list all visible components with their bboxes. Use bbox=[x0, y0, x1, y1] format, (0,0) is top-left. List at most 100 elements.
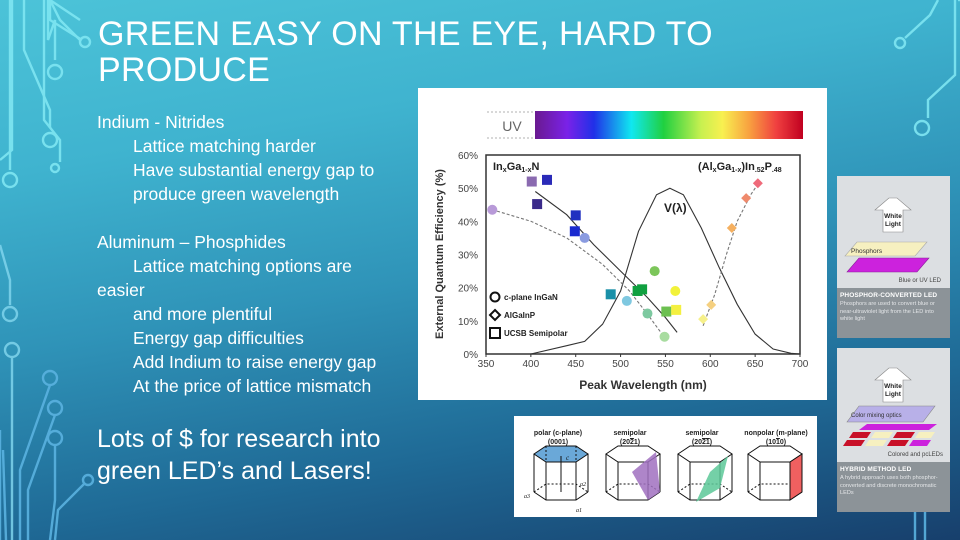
x-tick-label: 450 bbox=[567, 359, 584, 370]
legend-label: AlGaInP bbox=[504, 311, 536, 320]
ingan-label: InxGa1-xN bbox=[493, 161, 540, 174]
data-point-circle bbox=[659, 331, 670, 342]
card-description: Phosphors are used to convert blue or ne… bbox=[840, 301, 935, 322]
plane-label-nonpolar: nonpolar (m-plane) (1010) bbox=[744, 430, 808, 446]
bullet-item: Energy gap difficulties bbox=[133, 328, 304, 348]
data-point-square bbox=[532, 199, 543, 210]
v-lambda-label: V(λ) bbox=[664, 201, 687, 215]
data-point-square bbox=[671, 304, 682, 315]
svg-text:Light: Light bbox=[885, 391, 902, 398]
bullet-item: Lattice matching options are bbox=[133, 256, 352, 276]
chart-axes: 350 400 450 500 550 600 650 700 0% 10% 20% 30% 40% 50… bbox=[458, 151, 809, 370]
section-heading-aluminum-phosphides: Aluminum – Phosphides bbox=[97, 232, 286, 252]
svg-text:White: White bbox=[884, 383, 902, 390]
hybrid-led-diagram: White Light Color mixing optics Colored … bbox=[843, 367, 943, 458]
data-point-circle bbox=[649, 266, 660, 277]
callout-text: Lots of $ for research into green LED’s … bbox=[97, 423, 427, 487]
trend-curve bbox=[530, 187, 801, 355]
x-tick-label: 400 bbox=[523, 359, 540, 370]
slide-title: GREEN EASY ON THE EYE, HARD TO PRODUCE bbox=[98, 16, 798, 88]
y-axis-label: External Quantum Efficiency (%) bbox=[434, 169, 446, 339]
data-point-square bbox=[605, 289, 616, 300]
data-point-diamond bbox=[741, 193, 752, 204]
y-tick-label: 10% bbox=[458, 317, 478, 328]
colored-pcleds-label: Colored and pcLEDs bbox=[888, 452, 943, 458]
phosphor-led-diagram: White Light Phosphors Blue or UV LED bbox=[844, 197, 942, 284]
data-point-diamond bbox=[752, 178, 763, 189]
data-point-circle bbox=[621, 295, 632, 306]
blue-uv-led-label: Blue or UV LED bbox=[899, 278, 942, 284]
x-tick-label: 650 bbox=[747, 359, 764, 370]
y-tick-label: 40% bbox=[458, 217, 478, 228]
chart-legend: c-plane InGaN AlGaInP UCSB Semipolar bbox=[488, 291, 568, 339]
svg-text:Light: Light bbox=[885, 221, 902, 228]
phosphor-converted-led-card: White Light Phosphors Blue or UV LED PHO… bbox=[837, 176, 950, 338]
card-title: HYBRID METHOD LED bbox=[840, 466, 912, 473]
crystal-planes-figure: polar (c-plane) (0001) semipolar (2021) … bbox=[514, 416, 817, 517]
x-tick-label: 500 bbox=[612, 359, 629, 370]
y-tick-label: 20% bbox=[458, 284, 478, 295]
data-point-circle bbox=[487, 204, 498, 215]
card-title: PHOSPHOR-CONVERTED LED bbox=[840, 292, 938, 299]
section-heading-indium-nitrides: Indium - Nitrides bbox=[97, 112, 225, 132]
bullet-item: Have substantial energy gap to bbox=[133, 160, 375, 180]
plane-label-semipolar-2: semipolar (2021) bbox=[685, 430, 719, 446]
bullet-item: produce green wavelength bbox=[133, 184, 340, 204]
y-tick-label: 0% bbox=[464, 350, 479, 361]
bullet-item-wrap: easier bbox=[97, 280, 145, 300]
data-point-square bbox=[526, 176, 537, 187]
data-point-square bbox=[542, 174, 553, 185]
hybrid-method-led-card: White Light Color mixing optics Colored … bbox=[837, 348, 950, 512]
legend-label: c-plane InGaN bbox=[504, 293, 558, 302]
chart-points bbox=[487, 174, 763, 342]
callout-line-1: Lots of $ for research into bbox=[97, 425, 381, 453]
y-tick-label: 50% bbox=[458, 184, 478, 195]
callout-line-2: green LED’s and Lasers! bbox=[97, 457, 372, 485]
uv-label: UV bbox=[502, 118, 522, 134]
data-point-circle bbox=[670, 285, 681, 296]
plane-label-polar: polar (c-plane) (0001) bbox=[533, 430, 583, 446]
data-point-circle bbox=[579, 232, 590, 243]
data-point-square bbox=[661, 306, 672, 317]
visible-spectrum-bar bbox=[535, 111, 803, 139]
x-axis-label: Peak Wavelength (nm) bbox=[579, 378, 707, 392]
data-point-circle bbox=[642, 308, 653, 319]
card-caption: PHOSPHOR-CONVERTED LED Phosphors are use… bbox=[837, 288, 950, 338]
bullet-item: Add Indium to raise energy gap bbox=[133, 352, 377, 372]
bullet-item: and more plentiful bbox=[133, 304, 273, 324]
card-caption: HYBRID METHOD LED A hybrid approach uses… bbox=[837, 462, 950, 512]
x-tick-label: 700 bbox=[792, 359, 809, 370]
color-mixing-optics-label: Color mixing optics bbox=[851, 413, 902, 419]
a3-axis-label: a3 bbox=[524, 494, 530, 500]
phosphors-label: Phosphors bbox=[851, 248, 883, 255]
eqe-chart: UV 350 400 450 500 550 600 650 700 0% 10% 20% 30% 40… bbox=[418, 88, 827, 400]
data-point-diamond bbox=[726, 222, 737, 233]
x-tick-label: 550 bbox=[657, 359, 674, 370]
a1-axis-label: a1 bbox=[576, 508, 582, 514]
spacer bbox=[97, 206, 427, 230]
data-point-square bbox=[637, 284, 648, 295]
data-point-diamond bbox=[706, 299, 717, 310]
algainp-label: (AlxGa1-x)In.52P.48 bbox=[698, 161, 782, 174]
trend-curve bbox=[534, 191, 678, 333]
slide-title-line-1: GREEN EASY ON THE EYE, HARD TO bbox=[98, 15, 713, 53]
y-tick-label: 30% bbox=[458, 251, 478, 262]
bullet-item: At the price of lattice mismatch bbox=[133, 376, 372, 396]
plot-frame bbox=[485, 154, 801, 355]
bullet-item: Lattice matching harder bbox=[133, 136, 316, 156]
plane-label-semipolar-1: semipolar (2021) bbox=[613, 430, 647, 446]
slide-body: Indium - Nitrides Lattice matching harde… bbox=[97, 110, 427, 398]
white-light-label: White bbox=[884, 213, 902, 220]
x-tick-label: 600 bbox=[702, 359, 719, 370]
slide-title-line-2: PRODUCE bbox=[98, 51, 271, 89]
x-tick-label: 350 bbox=[478, 359, 495, 370]
legend-label: UCSB Semipolar bbox=[504, 329, 568, 338]
y-tick-label: 60% bbox=[458, 151, 478, 162]
hexagonal-prisms: c a2 a3 a1 bbox=[524, 445, 803, 514]
eqe-chart-canvas: UV 350 400 450 500 550 600 650 700 0% 10% 20% 30% 40… bbox=[434, 111, 809, 392]
data-point-diamond bbox=[698, 314, 709, 325]
trend-curve bbox=[702, 181, 761, 326]
data-point-square bbox=[570, 210, 581, 221]
card-description: A hybrid approach uses both phosphor-con… bbox=[840, 475, 938, 496]
data-point-square bbox=[569, 226, 580, 237]
